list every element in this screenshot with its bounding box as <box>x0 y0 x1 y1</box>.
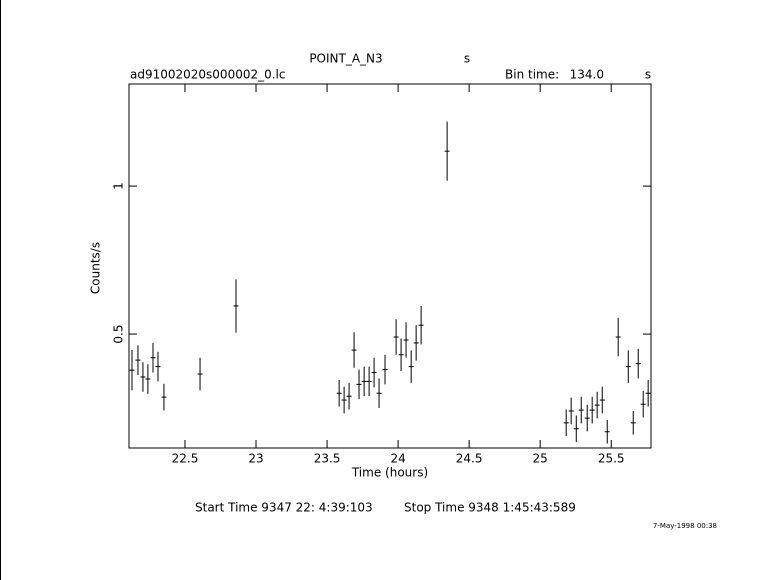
x-tick-label: 25.5 <box>598 452 625 466</box>
x-tick-label: 23 <box>248 452 263 466</box>
x-tick-label: 22.5 <box>172 452 199 466</box>
x-tick-label: 24 <box>390 452 405 466</box>
x-tick-label: 25 <box>533 452 548 466</box>
x-axis-label: Time (hours) <box>351 466 428 480</box>
stop-time: Stop Time 9348 1:45:43:589 <box>404 501 576 515</box>
file-name: ad91002020s000002_0.lc <box>130 68 286 82</box>
title-unit: s <box>464 52 470 66</box>
bin-time-unit: s <box>645 68 651 82</box>
x-tick-label: 23.5 <box>314 452 341 466</box>
x-tick-label: 24.5 <box>456 452 483 466</box>
chart-title: POINT_A_N3 <box>309 52 382 66</box>
plot-frame <box>128 83 652 449</box>
bin-time: 134.0 <box>570 68 604 82</box>
y-axis-label: Counts/s <box>89 242 103 294</box>
y-tick-label: 1 <box>112 182 126 190</box>
footer-date: 7-May-1998 00:38 <box>653 522 717 530</box>
bin-time-label: Bin time: <box>505 68 559 82</box>
start-time: Start Time 9347 22: 4:39:103 <box>195 501 373 515</box>
y-tick-label: 0.5 <box>112 325 126 344</box>
